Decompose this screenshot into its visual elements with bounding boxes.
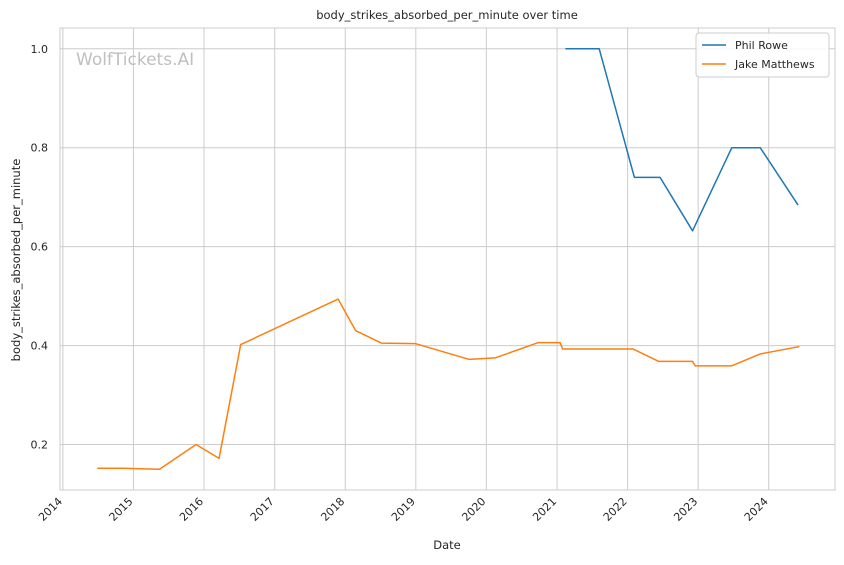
watermark: WolfTickets.AI (76, 50, 194, 70)
series-layer (97, 48, 800, 470)
plot-frame (59, 27, 836, 491)
y-tick-label: 0.2 (31, 438, 49, 451)
y-tick-label: 1.0 (31, 43, 49, 56)
y-tick-labels: 0.2 0.4 0.6 0.8 1.0 (31, 43, 49, 452)
y-tick-label: 0.4 (31, 340, 49, 353)
legend-label: Phil Rowe (735, 39, 788, 52)
legend-box (695, 32, 830, 78)
x-axis-label: Date (433, 538, 461, 552)
series-line-jake-matthews (97, 298, 800, 470)
legend-label: Jake Matthews (734, 58, 815, 71)
series-line-phil-rowe (565, 48, 799, 232)
y-tick-label: 0.8 (31, 142, 49, 155)
chart-title: body_strikes_absorbed_per_minute over ti… (316, 8, 578, 22)
grid-lines (60, 28, 835, 490)
legend: Phil Rowe Jake Matthews (695, 32, 830, 78)
y-axis-label: body_strikes_absorbed_per_minute (9, 159, 23, 362)
y-tick-label: 0.6 (31, 241, 49, 254)
